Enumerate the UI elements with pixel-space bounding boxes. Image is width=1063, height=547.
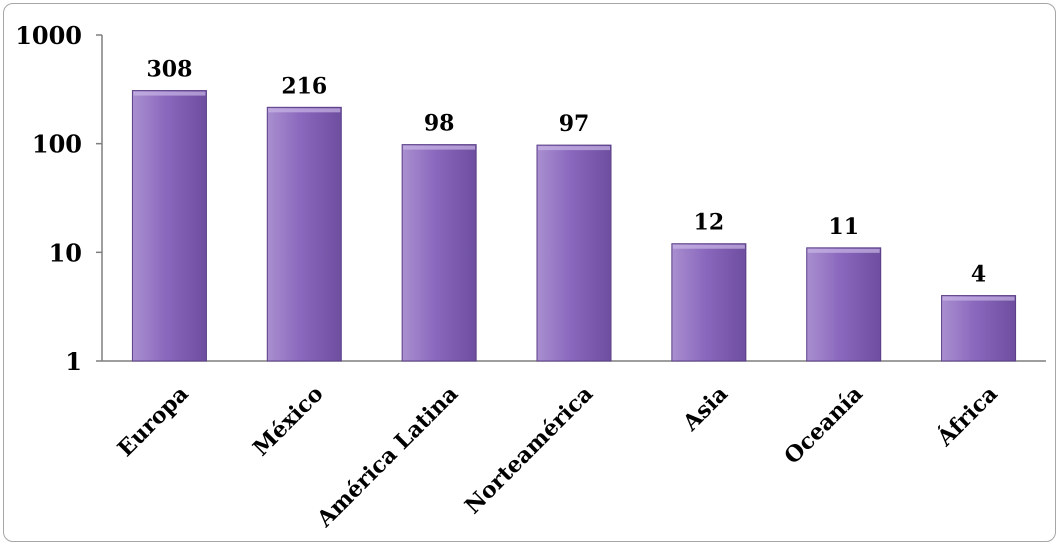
category-label: América Latina [311,381,463,533]
bar [401,144,477,362]
bar-highlight [538,146,610,151]
y-tick-label: 100 [32,130,82,159]
category-label: Oceanía [779,381,868,470]
data-label: 308 [146,57,192,83]
bar-highlight [672,244,745,249]
category-label: Norteamérica [460,381,598,519]
category-label: México [248,381,329,462]
bar [671,243,747,362]
y-tick-label: 1000 [15,21,82,50]
bar-highlight [942,296,1015,301]
bar [266,106,342,362]
bar-highlight [403,145,476,150]
bar-highlight [268,108,341,113]
bar-highlight [807,248,880,253]
category-label: Europa [113,381,194,462]
bars [131,90,1017,362]
data-label: 4 [971,262,986,288]
data-label: 97 [559,111,590,137]
data-label: 216 [281,73,327,99]
data-label: 98 [424,111,455,137]
category-label: Asia [677,381,733,437]
bar-highlight [133,91,206,96]
y-tick-label: 10 [49,238,82,267]
data-label: 11 [828,214,859,240]
category-label: África [931,380,1003,452]
bar [806,247,882,362]
bar [941,295,1017,362]
y-tick-label: 1 [65,347,82,376]
data-label: 12 [694,210,725,236]
bar [131,90,207,362]
bar [536,144,612,362]
